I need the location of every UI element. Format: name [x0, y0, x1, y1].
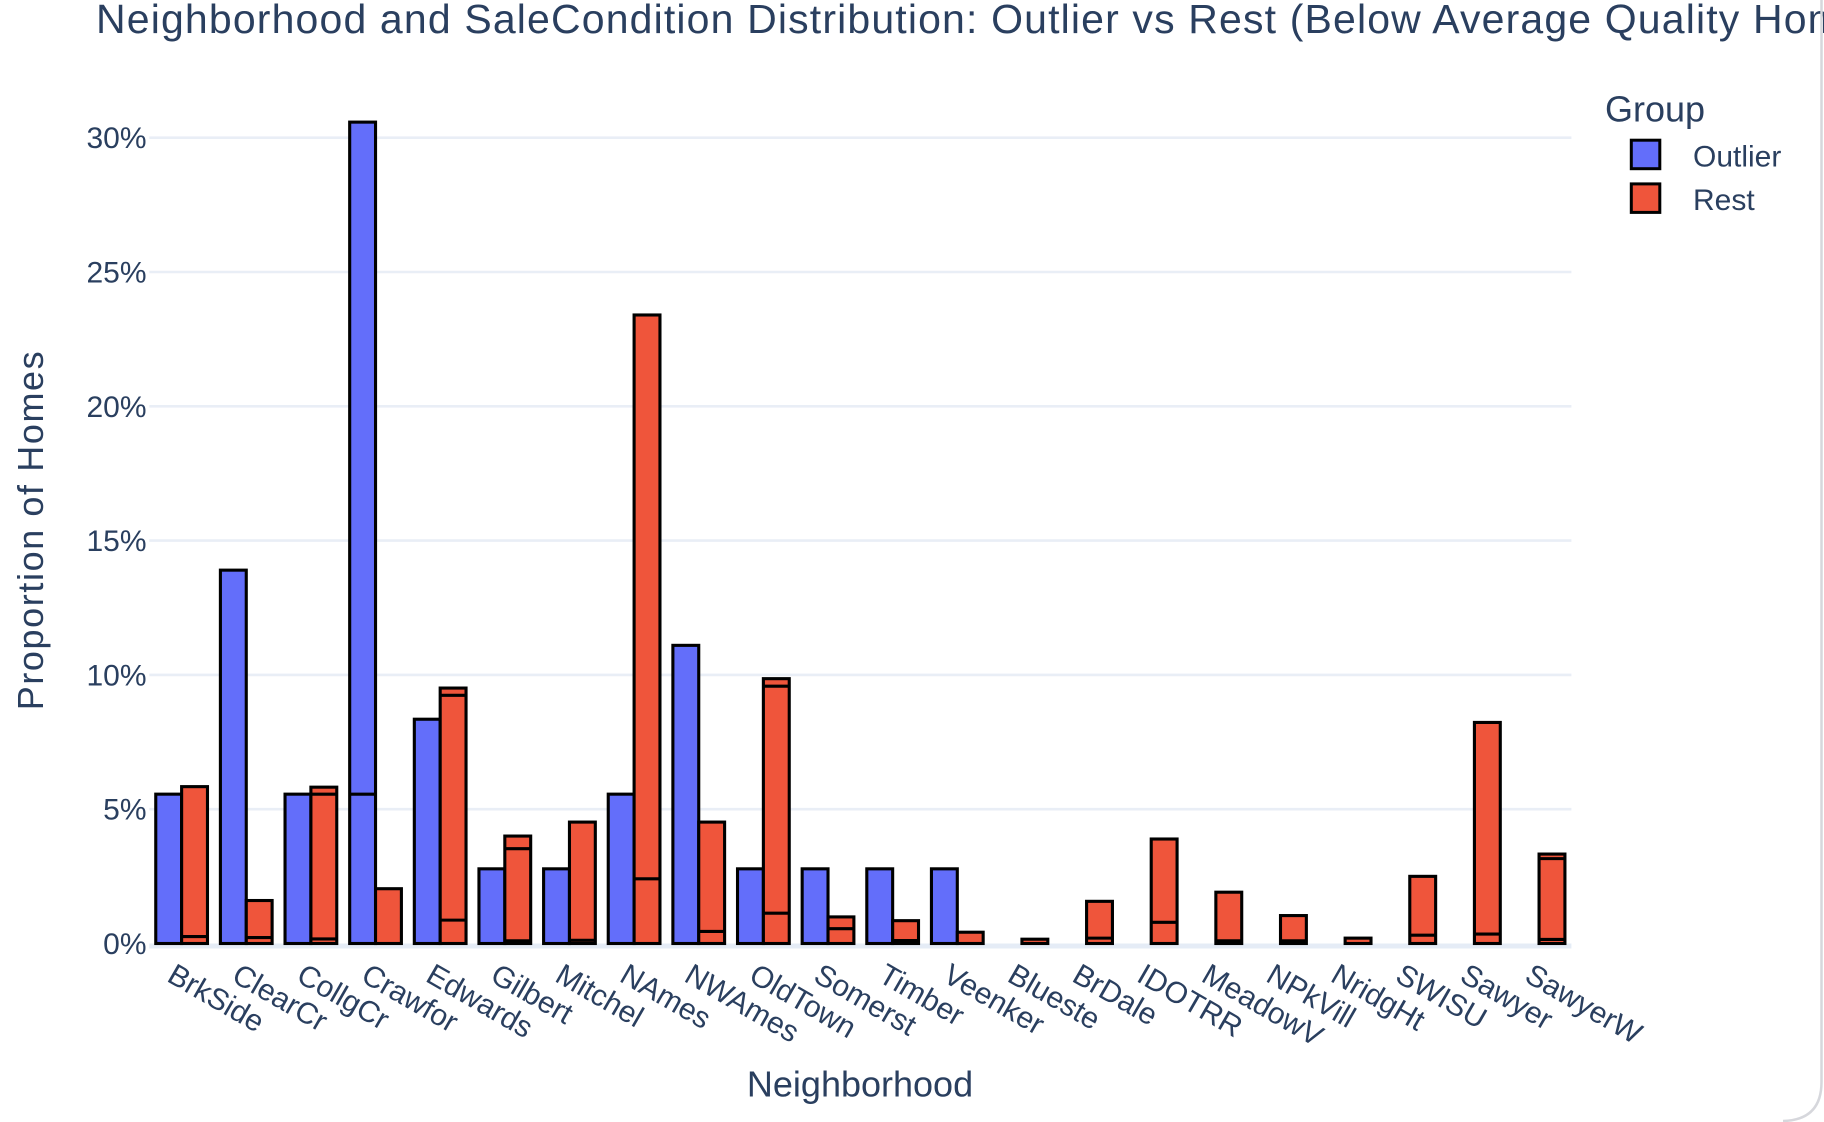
svg-text:30%: 30% [86, 122, 146, 155]
svg-text:Proportion of Homes: Proportion of Homes [10, 350, 51, 711]
svg-text:15%: 15% [86, 525, 146, 558]
svg-text:25%: 25% [86, 257, 146, 290]
svg-text:10%: 10% [86, 659, 146, 692]
svg-text:Neighborhood and SaleCondition: Neighborhood and SaleCondition Distribut… [96, 0, 1824, 42]
svg-text:20%: 20% [86, 391, 146, 424]
svg-text:Rest: Rest [1693, 184, 1755, 217]
svg-text:Group: Group [1605, 89, 1705, 130]
svg-text:5%: 5% [103, 794, 146, 827]
svg-text:Outlier: Outlier [1693, 141, 1781, 174]
svg-text:Neighborhood: Neighborhood [747, 1064, 973, 1105]
svg-text:0%: 0% [103, 928, 146, 961]
